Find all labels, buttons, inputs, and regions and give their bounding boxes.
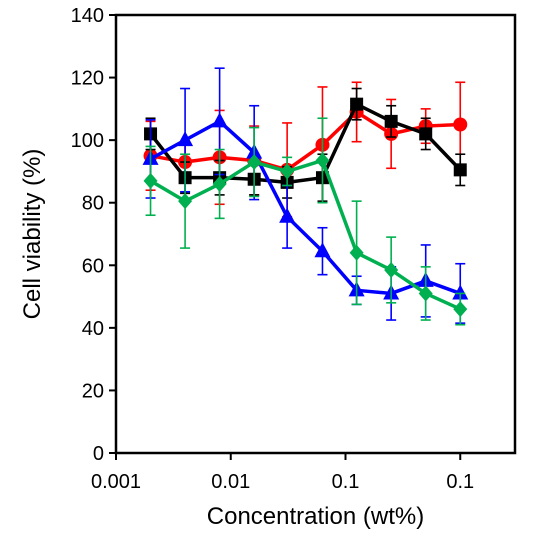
- data-point: [314, 242, 331, 258]
- x-tick-label: 0.01: [211, 471, 250, 493]
- data-point: [384, 261, 399, 278]
- x-tick-label: 0.1: [446, 471, 474, 493]
- series-diamond: [143, 117, 468, 326]
- data-series: [142, 67, 469, 326]
- data-point: [247, 154, 262, 171]
- data-point: [143, 172, 158, 189]
- series-line: [149, 119, 461, 296]
- x-axis-title: Concentration (wt%): [207, 503, 424, 530]
- y-tick-label: 100: [71, 130, 104, 152]
- data-point: [384, 114, 398, 128]
- data-point: [211, 112, 228, 128]
- y-tick-label: 80: [82, 193, 104, 215]
- data-point: [418, 285, 433, 302]
- y-axis-title: Cell viability (%): [19, 149, 46, 320]
- data-point: [315, 152, 330, 169]
- data-point: [178, 193, 193, 210]
- series-line: [149, 158, 461, 311]
- x-tick-label: 0.1: [332, 471, 360, 493]
- tick-labels: 0 20 40 60 80 100 120 140 0.001 0.01 0.1 0.1: [71, 5, 475, 493]
- series-triangle: [142, 67, 469, 324]
- y-tick-label: 40: [82, 318, 104, 340]
- data-point: [453, 301, 468, 318]
- data-point: [350, 97, 364, 111]
- data-point: [419, 127, 433, 141]
- data-point: [452, 284, 469, 300]
- y-tick-label: 60: [82, 255, 104, 277]
- data-point: [212, 175, 227, 192]
- y-tick-label: 20: [82, 380, 104, 402]
- data-point: [177, 131, 194, 147]
- data-point: [349, 244, 364, 261]
- plot-frame: [114, 13, 517, 455]
- y-tick-label: 140: [71, 5, 104, 27]
- series-line: [150, 110, 461, 172]
- series-line: [149, 102, 462, 185]
- y-tick-label: 0: [93, 443, 104, 465]
- x-tick-label: 0.001: [91, 471, 141, 493]
- data-point: [453, 117, 468, 132]
- data-point: [279, 207, 296, 223]
- series-square: [144, 87, 467, 202]
- data-point: [453, 163, 467, 177]
- tick-marks: [109, 14, 462, 460]
- data-point: [280, 163, 295, 180]
- y-tick-label: 120: [71, 68, 104, 90]
